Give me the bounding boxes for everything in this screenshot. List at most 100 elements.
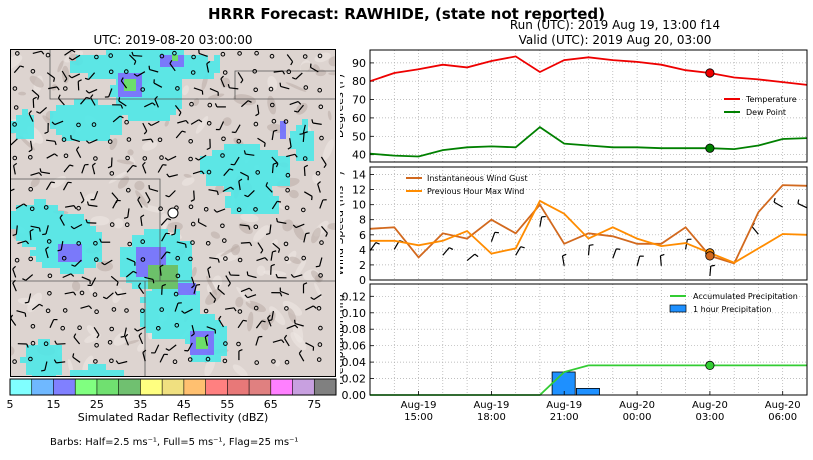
barb-flag: [206, 147, 211, 151]
calm-wind-circle: [79, 290, 85, 296]
calm-wind-circle: [284, 306, 289, 311]
y-tick-label: 40: [352, 149, 366, 162]
barb-staff: [198, 221, 207, 228]
wind-barb: [70, 135, 80, 143]
wind-barb: [140, 214, 145, 226]
barb-staff: [140, 216, 143, 226]
colorbar-segment: [31, 379, 54, 395]
radar-pixel: [164, 115, 170, 121]
barb-staff: [184, 308, 193, 314]
radar-pixel: [272, 168, 278, 174]
radar-pixel: [16, 229, 22, 235]
colorbar-tick-label: 15: [46, 398, 60, 410]
barb-flag: [299, 133, 304, 135]
radar-pixel: [170, 309, 176, 315]
barb-flag: [294, 324, 299, 329]
radar-pixel: [266, 150, 272, 156]
calm-wind-circle: [220, 153, 225, 158]
radar-pixel: [76, 67, 82, 73]
radar-core: [196, 331, 202, 337]
radar-pixel: [74, 105, 80, 111]
barb-staff: [54, 120, 64, 126]
radar-pixel: [16, 127, 22, 133]
barb-flag: [70, 135, 72, 140]
radar-pixel: [66, 220, 72, 226]
radar-pixel: [242, 186, 248, 192]
radar-core: [190, 331, 196, 337]
barb-staff: [124, 336, 129, 346]
radar-pixel: [100, 364, 106, 370]
barb-flag: [133, 270, 137, 274]
wind-barb: [190, 119, 203, 125]
terrain-blob: [18, 91, 27, 96]
calm-wind-circle: [175, 255, 180, 261]
wind-barb: [309, 63, 319, 73]
y-tick-label: 0.10: [342, 307, 367, 320]
wind-barb: [153, 79, 163, 88]
terrain-blob: [328, 72, 336, 76]
radar-pixel: [136, 61, 142, 67]
radar-pixel: [221, 350, 227, 356]
radar-pixel: [170, 91, 176, 97]
radar-pixel: [90, 250, 96, 256]
radar-pixel: [30, 250, 36, 256]
wind-barb: [319, 199, 327, 209]
barb-staff: [289, 138, 292, 148]
barb-flag: [281, 339, 285, 344]
radar-pixel: [236, 150, 242, 156]
barb-staff: [142, 122, 148, 132]
wind-barb: [110, 275, 119, 286]
radar-pixel: [128, 67, 134, 73]
calm-wind-circle: [62, 308, 68, 313]
calm-wind-circle: [253, 207, 258, 212]
radar-pixel: [68, 129, 74, 135]
barb-staff: [91, 165, 96, 175]
barb-flag: [214, 103, 218, 108]
radar-pixel: [86, 117, 92, 123]
barb-staff: [137, 199, 143, 208]
radar-pixel: [180, 247, 186, 253]
current-time-marker: [705, 251, 715, 261]
radar-core: [196, 337, 202, 343]
barb-flag: [134, 328, 138, 332]
radar-pixel: [70, 67, 76, 73]
barb-flag: [150, 138, 154, 143]
radar-pixel: [284, 156, 290, 162]
calm-wind-circle: [269, 53, 275, 59]
radar-core: [136, 247, 142, 253]
radar-pixel: [215, 332, 221, 338]
x-tick-label-time: 03:00: [695, 412, 724, 423]
barb-flag: [261, 320, 266, 323]
radar-pixel: [54, 256, 60, 262]
barb-flag: [70, 273, 75, 277]
radar-core: [154, 277, 160, 283]
radar-pixel: [248, 174, 254, 180]
radar-pixel: [106, 67, 112, 73]
radar-pixel: [146, 297, 152, 303]
y-tick-label: 6: [359, 229, 366, 242]
radar-pixel: [170, 85, 176, 91]
barb-staff: [636, 255, 641, 266]
radar-pixel: [182, 279, 188, 285]
wind-barb: [17, 240, 30, 245]
barb-flag: [275, 273, 279, 278]
barb-staff: [46, 139, 56, 142]
barb-staff: [61, 70, 68, 80]
radar-pixel: [224, 162, 230, 168]
radar-pixel: [118, 67, 124, 73]
barb-staff: [269, 224, 272, 234]
plot-frame: [369, 166, 808, 281]
radar-pixel: [248, 144, 254, 150]
calm-wind-circle: [28, 186, 34, 192]
radar-pixel: [38, 363, 44, 369]
colorbar-segment: [118, 379, 141, 395]
radar-pixel: [255, 196, 261, 202]
barb-flag: [291, 77, 296, 80]
radar-pixel: [278, 174, 284, 180]
barb-flag: [114, 291, 118, 296]
radar-pixel: [70, 61, 76, 67]
radar-pixel: [56, 369, 62, 375]
barb-staff: [79, 191, 85, 201]
radar-pixel: [152, 309, 158, 315]
radar-pixel: [22, 127, 28, 133]
